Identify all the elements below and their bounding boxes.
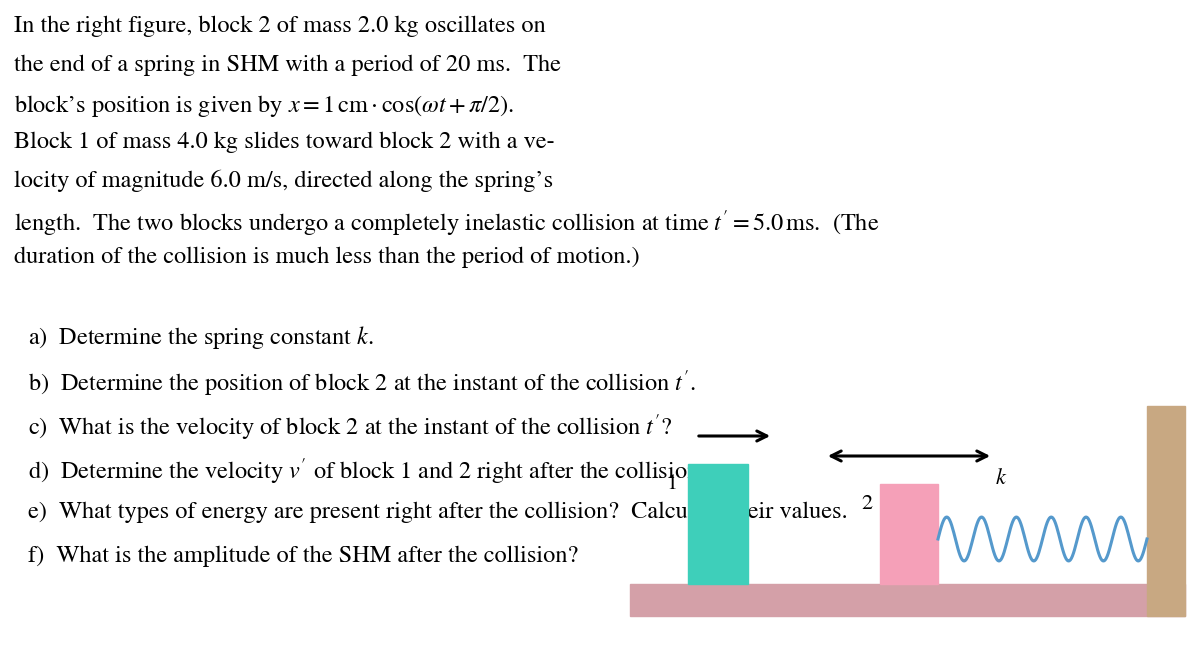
Text: e)  What types of energy are present right after the collision?  Calculate their: e) What types of energy are present righ… xyxy=(28,501,847,523)
Text: In the right figure, block 2 of mass 2.0 kg oscillates on: In the right figure, block 2 of mass 2.0… xyxy=(14,16,546,37)
Text: length.  The two blocks undergo a completely inelastic collision at time $t' = 5: length. The two blocks undergo a complet… xyxy=(14,209,880,239)
Text: $k$: $k$ xyxy=(995,468,1007,489)
Text: f)  What is the amplitude of the SHM after the collision?: f) What is the amplitude of the SHM afte… xyxy=(28,545,578,567)
Text: 1: 1 xyxy=(667,474,678,494)
Text: Block 1 of mass 4.0 kg slides toward block 2 with a ve-: Block 1 of mass 4.0 kg slides toward blo… xyxy=(14,132,554,153)
Bar xyxy=(630,584,1186,616)
Text: b)  Determine the position of block 2 at the instant of the collision $t'$.: b) Determine the position of block 2 at … xyxy=(28,368,696,399)
Text: the end of a spring in SHM with a period of 20 ms.  The: the end of a spring in SHM with a period… xyxy=(14,54,560,76)
Text: c)  What is the velocity of block 2 at the instant of the collision $t'$?: c) What is the velocity of block 2 at th… xyxy=(28,413,672,443)
Text: a)  Determine the spring constant $k$.: a) Determine the spring constant $k$. xyxy=(28,324,374,351)
Text: 2: 2 xyxy=(860,494,872,514)
Text: d)  Determine the velocity $v'$ of block 1 and 2 right after the collision.: d) Determine the velocity $v'$ of block … xyxy=(28,457,704,488)
Text: duration of the collision is much less than the period of motion.): duration of the collision is much less t… xyxy=(14,247,640,269)
Bar xyxy=(688,464,748,584)
Bar xyxy=(880,484,938,584)
Bar xyxy=(1147,406,1186,616)
Text: locity of magnitude 6.0 m/s, directed along the spring’s: locity of magnitude 6.0 m/s, directed al… xyxy=(14,170,553,193)
Text: block’s position is given by $x = 1\,\mathrm{cm} \cdot \cos(\omega t + \pi/2)$.: block’s position is given by $x = 1\,\ma… xyxy=(14,93,515,119)
